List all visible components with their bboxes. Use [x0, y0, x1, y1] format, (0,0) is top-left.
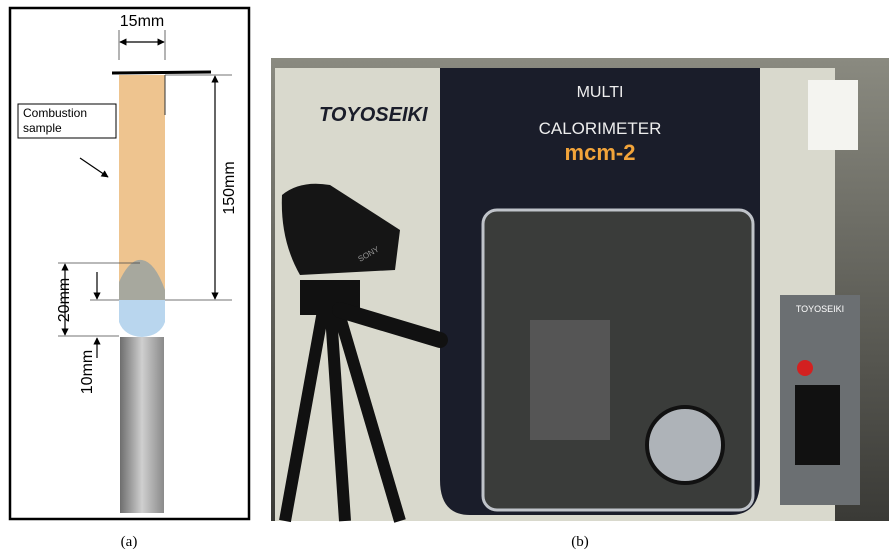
burner [120, 337, 164, 513]
width-label: 15mm [120, 13, 164, 30]
model-1: MULTI [577, 84, 624, 101]
side-brand: TOYOSEIKI [796, 304, 844, 314]
gauge [645, 405, 725, 485]
sample-label: Combustion [23, 106, 87, 120]
tripod [279, 298, 406, 523]
length-label: 150mm [221, 161, 238, 214]
label-box [17, 103, 117, 139]
gap-label: 10mm [79, 350, 96, 394]
model-2: CALORIMETER [539, 119, 662, 138]
caption: (b) [571, 534, 589, 550]
sample-label-2: sample [23, 121, 62, 135]
slot [795, 385, 840, 465]
model-code: mcm-2 [565, 140, 636, 165]
holder [111, 70, 212, 75]
stop-button [797, 360, 813, 376]
flame-lower [119, 300, 165, 337]
panel-b: TOYOSEIKI MULTI CALORIMETER mcm-2 TOYOSE… [271, 58, 889, 550]
flame-upper [119, 259, 165, 300]
camera [281, 183, 400, 275]
panel-a: 15mm 150mm Combustion sample 20mm 10mm (… [8, 6, 251, 550]
pointer [79, 157, 109, 178]
caption: (a) [121, 534, 138, 550]
sample-label-text: Combustion [23, 106, 87, 120]
handle [332, 302, 448, 348]
brand: TOYOSEIKI [319, 104, 428, 126]
flame-label: 20mm [56, 278, 73, 322]
sample-label-text: sample [23, 121, 62, 135]
chamber-part [530, 320, 610, 440]
notice [808, 80, 858, 150]
